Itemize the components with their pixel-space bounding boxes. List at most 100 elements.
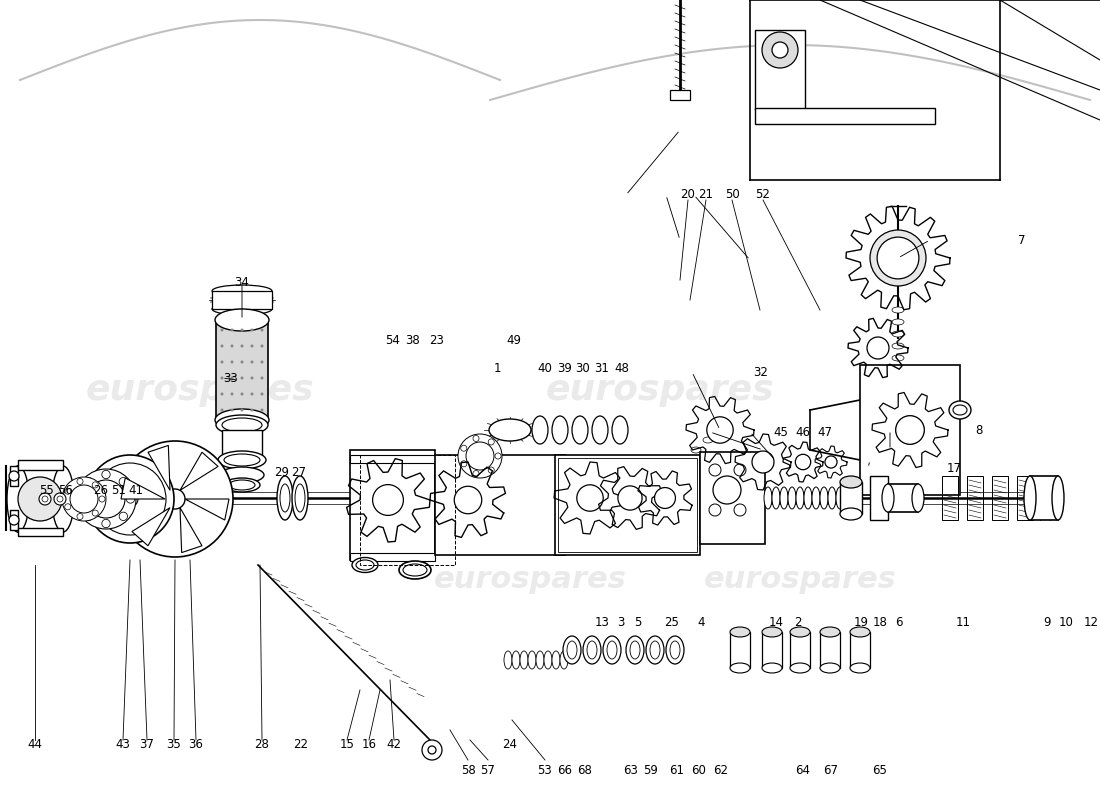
Circle shape	[754, 452, 773, 472]
Ellipse shape	[912, 484, 924, 512]
Ellipse shape	[536, 651, 544, 669]
Circle shape	[867, 337, 889, 359]
Text: 13: 13	[595, 615, 609, 629]
Ellipse shape	[566, 641, 578, 659]
Bar	[18, 466, 63, 532]
Circle shape	[126, 495, 134, 503]
Circle shape	[261, 345, 264, 347]
Circle shape	[76, 469, 136, 529]
Circle shape	[39, 493, 51, 505]
Circle shape	[762, 32, 798, 68]
Circle shape	[54, 493, 66, 505]
Ellipse shape	[295, 484, 305, 512]
Circle shape	[251, 409, 253, 411]
Circle shape	[461, 445, 466, 451]
Ellipse shape	[820, 627, 840, 637]
Ellipse shape	[790, 627, 810, 637]
Ellipse shape	[804, 487, 812, 509]
Ellipse shape	[892, 403, 904, 409]
Bar	[850, 632, 870, 668]
Text: 62: 62	[714, 763, 728, 777]
Text: 21: 21	[698, 189, 714, 202]
Ellipse shape	[1024, 476, 1036, 520]
Text: 19: 19	[854, 615, 869, 629]
Text: 63: 63	[624, 763, 638, 777]
Circle shape	[65, 504, 70, 510]
Text: 22: 22	[294, 738, 308, 751]
Ellipse shape	[812, 487, 820, 509]
Text: 8: 8	[976, 423, 982, 437]
Ellipse shape	[280, 484, 290, 512]
Bar	[18, 528, 63, 536]
Circle shape	[488, 439, 494, 445]
Ellipse shape	[796, 487, 804, 509]
Text: 46: 46	[795, 426, 811, 438]
Circle shape	[734, 504, 746, 516]
Ellipse shape	[612, 416, 628, 444]
Ellipse shape	[552, 416, 568, 444]
Circle shape	[220, 377, 223, 379]
Text: 7: 7	[1019, 234, 1025, 246]
Circle shape	[495, 453, 500, 459]
Circle shape	[458, 490, 478, 510]
Circle shape	[241, 393, 243, 395]
Circle shape	[752, 451, 774, 473]
Text: 60: 60	[692, 763, 706, 777]
Ellipse shape	[626, 636, 644, 664]
Ellipse shape	[730, 663, 750, 673]
Bar	[222, 430, 262, 460]
Text: eurospares: eurospares	[86, 373, 315, 407]
Text: 51: 51	[111, 483, 126, 497]
Text: 40: 40	[538, 362, 552, 374]
Text: 55: 55	[39, 483, 54, 497]
Text: 53: 53	[538, 763, 552, 777]
Text: 20: 20	[681, 189, 695, 202]
Ellipse shape	[670, 641, 680, 659]
Text: 54: 54	[386, 334, 400, 346]
Ellipse shape	[399, 561, 431, 579]
Circle shape	[261, 361, 264, 363]
Text: 3: 3	[617, 615, 625, 629]
Circle shape	[241, 345, 243, 347]
Ellipse shape	[892, 379, 904, 385]
Ellipse shape	[953, 405, 967, 415]
Circle shape	[473, 470, 478, 477]
Ellipse shape	[1052, 476, 1064, 520]
Text: 38: 38	[406, 334, 420, 346]
Circle shape	[77, 478, 82, 485]
Text: 66: 66	[558, 763, 572, 777]
Text: 64: 64	[795, 763, 811, 777]
Circle shape	[9, 471, 19, 481]
Ellipse shape	[352, 558, 378, 573]
Text: 34: 34	[234, 275, 250, 289]
Circle shape	[461, 461, 466, 467]
Ellipse shape	[820, 663, 840, 673]
Text: 58: 58	[461, 763, 475, 777]
Ellipse shape	[667, 467, 676, 473]
Text: 48: 48	[615, 362, 629, 374]
Ellipse shape	[403, 564, 427, 576]
Polygon shape	[185, 499, 229, 520]
Circle shape	[122, 491, 138, 507]
Circle shape	[119, 512, 128, 521]
Text: 39: 39	[558, 362, 572, 374]
Circle shape	[241, 361, 243, 363]
Ellipse shape	[224, 478, 260, 492]
Ellipse shape	[840, 508, 862, 520]
Circle shape	[618, 486, 642, 510]
Bar	[992, 476, 1008, 520]
Ellipse shape	[650, 641, 660, 659]
Text: 68: 68	[578, 763, 593, 777]
Text: 4: 4	[697, 615, 705, 629]
Ellipse shape	[583, 636, 601, 664]
Text: eurospares: eurospares	[704, 566, 896, 594]
Circle shape	[886, 246, 910, 270]
Circle shape	[57, 496, 63, 502]
Circle shape	[473, 435, 478, 442]
Circle shape	[241, 377, 243, 379]
Text: 10: 10	[1058, 615, 1074, 629]
Circle shape	[231, 377, 233, 379]
Ellipse shape	[277, 476, 293, 520]
Ellipse shape	[850, 627, 870, 637]
Circle shape	[42, 496, 48, 502]
